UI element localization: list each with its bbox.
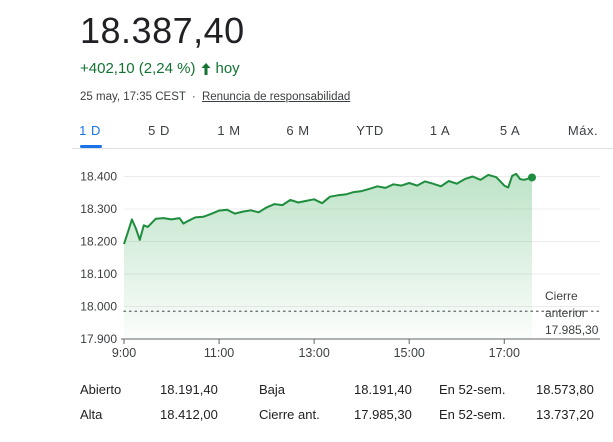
stat-value-52w-high: 18.573,80 <box>536 382 594 397</box>
stat-value-open: 18.191,40 <box>160 382 218 397</box>
arrow-up-icon <box>201 62 210 75</box>
tab-1m[interactable]: 1 M <box>217 123 241 138</box>
stat-label-52w-high: En 52-sem. <box>439 382 506 397</box>
y-tick-label: 18.400 <box>80 170 117 184</box>
stat-value-prev-close: 17.985,30 <box>354 407 412 422</box>
y-tick-label: 18.100 <box>80 267 117 281</box>
stat-label-52w-low: En 52-sem. <box>439 407 506 422</box>
current-price-dot <box>528 173 536 182</box>
tab-5d[interactable]: 5 D <box>148 123 170 138</box>
stats-panel: Abierto 18.191,40 Alta 18.412,00 Baja 18… <box>80 382 613 432</box>
range-tabs: 1 D 5 D 1 M 6 M YTD 1 A 5 A Máx. <box>72 123 613 143</box>
price-chart[interactable]: 18.400 18.300 18.200 18.100 18.000 17.900 Cier… <box>0 150 613 365</box>
tabs-divider <box>72 148 613 149</box>
current-price: 18.387,40 <box>80 10 245 51</box>
price-line <box>123 172 533 245</box>
stat-label-open: Abierto <box>80 382 122 397</box>
change-value: +402,10 (2,24 %) <box>80 60 196 77</box>
x-tick-label: 17:00 <box>489 346 520 360</box>
timestamp: 25 may, 17:35 CEST <box>80 91 186 103</box>
active-tab-indicator <box>80 145 102 148</box>
previous-close-label: Cierre anterior 17.985,30 <box>545 289 599 337</box>
y-tick-label: 17.900 <box>80 332 117 346</box>
x-tick-label: 13:00 <box>298 346 329 360</box>
price-area <box>124 173 532 339</box>
tab-1a[interactable]: 1 A <box>429 123 451 138</box>
disclaimer-link[interactable]: Renuncia de responsabilidad <box>201 91 351 103</box>
stat-value-high: 18.412,00 <box>160 407 218 422</box>
x-tick-label: 11:00 <box>204 346 234 360</box>
stat-label-low: Baja <box>259 382 286 397</box>
x-tick-label: 15:00 <box>394 346 425 360</box>
tab-6m[interactable]: 6 M <box>286 123 310 138</box>
tab-1d[interactable]: 1 D <box>79 123 101 138</box>
y-tick-label: 18.200 <box>80 235 117 249</box>
stat-label-high: Alta <box>80 407 103 422</box>
meta-separator: · <box>191 91 196 103</box>
quote-meta: 25 may, 17:35 CEST · Renuncia de respons… <box>80 91 350 103</box>
change-period: hoy <box>215 60 240 77</box>
x-tick-label: 9:00 <box>112 346 136 360</box>
price-change: +402,10 (2,24 %) hoy <box>80 60 240 77</box>
stat-label-prev-close: Cierre ant. <box>259 407 320 422</box>
stat-value-52w-low: 13.737,20 <box>536 407 594 422</box>
y-tick-label: 18.000 <box>80 300 117 314</box>
tab-max[interactable]: Máx. <box>567 123 599 138</box>
tab-ytd[interactable]: YTD <box>356 123 384 138</box>
tab-5a[interactable]: 5 A <box>499 123 521 138</box>
y-tick-label: 18.300 <box>80 202 117 216</box>
stat-value-low: 18.191,40 <box>354 382 412 397</box>
